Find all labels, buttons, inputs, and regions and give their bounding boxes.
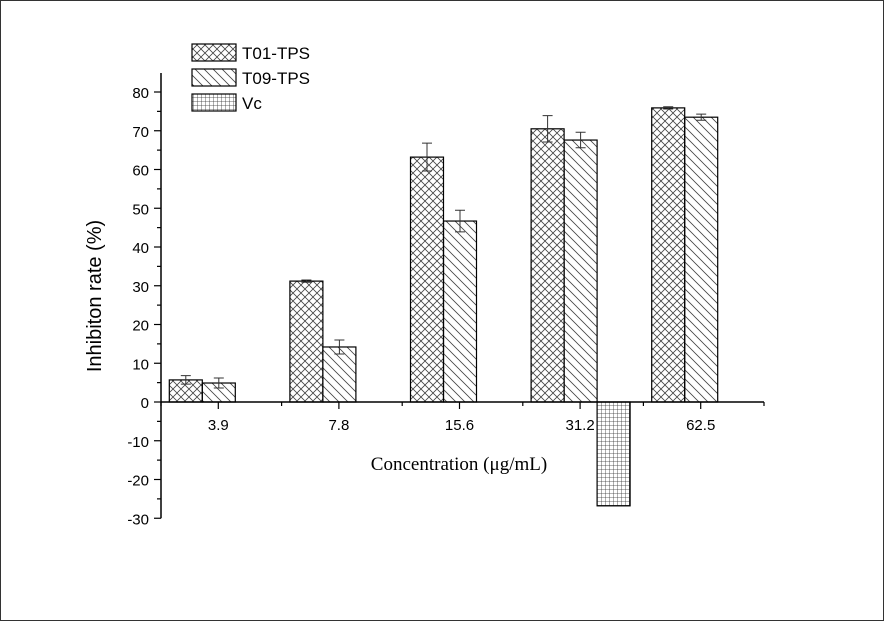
bar-t01-tps-62.5	[651, 107, 686, 403]
error-bar	[575, 131, 586, 149]
legend-label: T09-TPS	[242, 69, 310, 88]
y-tick-label: 20	[132, 318, 149, 335]
y-tick-label: 0	[141, 395, 149, 412]
error-bar	[663, 106, 674, 110]
error-bar	[696, 113, 707, 121]
x-tick-label: 31.2	[565, 417, 594, 434]
bar-t01-tps-15.6	[409, 156, 445, 403]
error-bar	[180, 375, 191, 385]
bar-t01-tps-7.8	[289, 280, 324, 403]
legend-swatch-t01-tps	[191, 43, 237, 62]
error-bar	[301, 279, 312, 283]
y-tick-label: 30	[132, 279, 149, 296]
bar-t09-tps-7.8	[322, 346, 357, 403]
legend-swatch-t09-tps	[191, 68, 237, 87]
y-tick-label: 60	[132, 163, 149, 180]
x-axis-label: Concentration (μg/mL)	[371, 454, 547, 475]
error-bar	[422, 142, 432, 172]
error-bar	[213, 377, 224, 389]
y-axis-label: Inhibiton rate (%)	[84, 220, 106, 372]
bar-t01-tps-31.2	[530, 128, 565, 403]
bar-t09-tps-31.2	[563, 139, 598, 403]
y-tick-label: 10	[132, 356, 149, 373]
y-tick-label: -20	[127, 473, 149, 490]
y-tick-label: 70	[132, 124, 149, 141]
x-tick-label: 3.9	[208, 417, 229, 434]
legend-label: Vc	[242, 94, 262, 113]
y-tick-label: 50	[132, 201, 149, 218]
y-tick-label: 80	[132, 85, 149, 102]
bar-t09-tps-62.5	[684, 116, 719, 403]
error-bar	[455, 209, 465, 233]
y-tick-label: 40	[132, 240, 149, 257]
x-tick-label: 7.8	[328, 417, 349, 434]
error-bar	[334, 339, 345, 355]
bar-t09-tps-15.6	[442, 220, 478, 403]
y-tick-label: -10	[127, 434, 149, 451]
legend-label: T01-TPS	[242, 44, 310, 63]
x-tick-label: 15.6	[445, 417, 474, 434]
bar-vc-31.2	[596, 401, 631, 507]
x-tick-label: 62.5	[686, 417, 715, 434]
y-tick-label: -30	[127, 511, 149, 528]
error-bar	[542, 115, 553, 143]
legend-swatch-vc	[191, 93, 237, 112]
